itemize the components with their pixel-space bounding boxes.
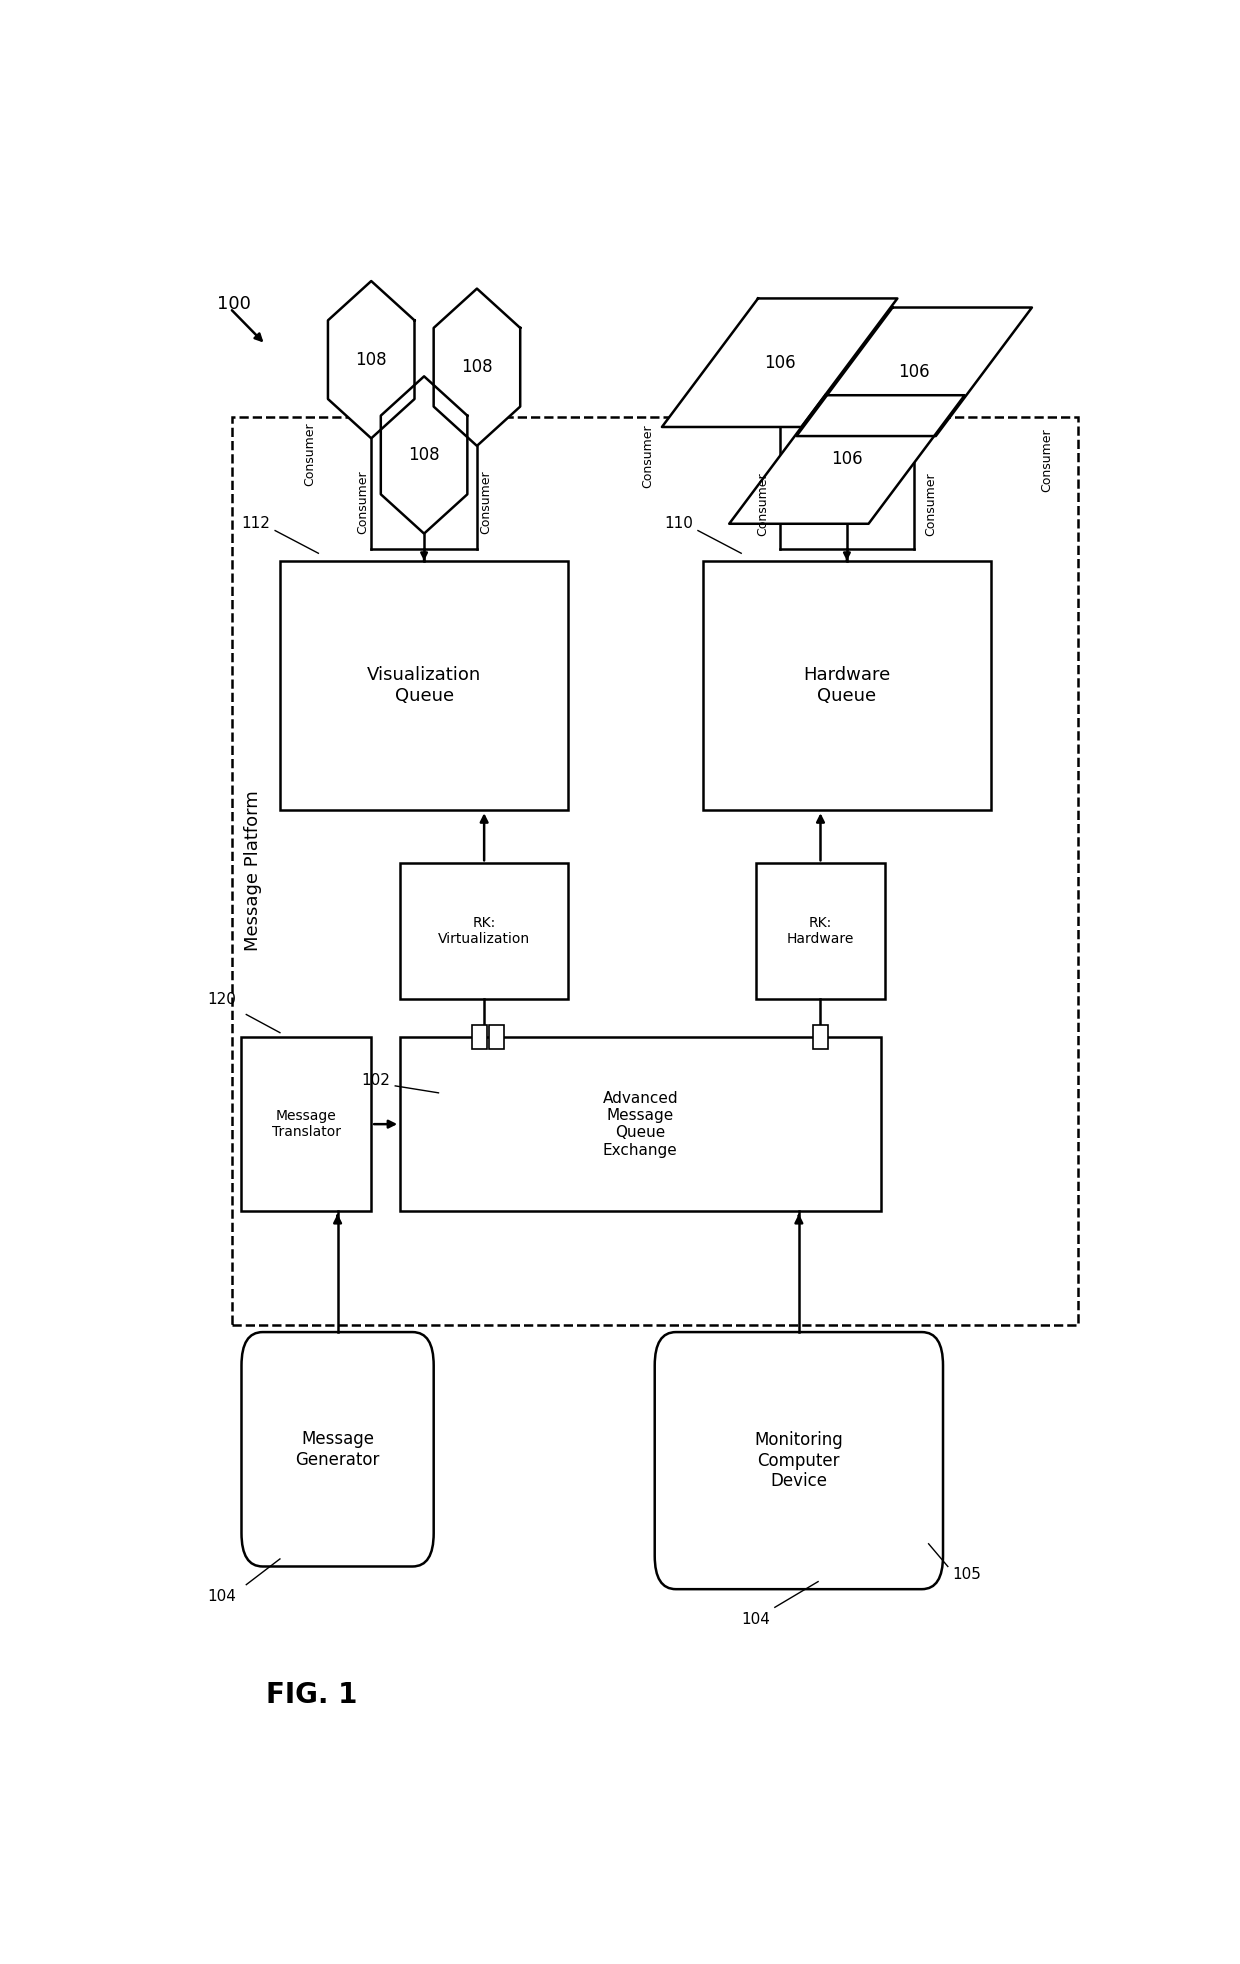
Text: 100: 100 [217, 295, 252, 312]
Text: Monitoring
Computer
Device: Monitoring Computer Device [754, 1432, 843, 1491]
Text: 108: 108 [356, 352, 387, 369]
Bar [280, 562, 568, 811]
Text: Consumer: Consumer [641, 424, 653, 487]
Text: 110: 110 [665, 515, 693, 530]
Text: 105: 105 [952, 1567, 982, 1581]
Text: 108: 108 [408, 446, 440, 464]
Bar [232, 416, 1078, 1324]
Bar [812, 1025, 828, 1049]
Text: 120: 120 [208, 992, 237, 1008]
Text: 102: 102 [362, 1072, 391, 1088]
Text: RK:
Virtualization: RK: Virtualization [438, 917, 531, 947]
Text: Message Platform: Message Platform [244, 790, 262, 951]
Text: Message
Generator: Message Generator [295, 1430, 379, 1469]
Text: Hardware
Queue: Hardware Queue [804, 666, 890, 705]
Polygon shape [796, 308, 1032, 436]
Text: RK:
Hardware: RK: Hardware [787, 917, 854, 947]
Text: Advanced
Message
Queue
Exchange: Advanced Message Queue Exchange [603, 1090, 678, 1157]
Text: 106: 106 [898, 363, 930, 381]
Bar [401, 1037, 880, 1212]
Text: Consumer: Consumer [925, 471, 937, 536]
FancyBboxPatch shape [242, 1332, 434, 1567]
Polygon shape [381, 377, 467, 534]
Polygon shape [327, 281, 414, 438]
Bar [755, 864, 885, 1000]
Polygon shape [729, 395, 965, 524]
Bar [242, 1037, 371, 1212]
Text: 104: 104 [742, 1612, 770, 1626]
Text: Consumer: Consumer [1040, 428, 1053, 493]
Polygon shape [434, 289, 521, 446]
Text: Message
Translator: Message Translator [272, 1110, 341, 1139]
Text: Consumer: Consumer [356, 469, 370, 534]
Bar [703, 562, 991, 811]
Text: FIG. 1: FIG. 1 [265, 1681, 357, 1709]
Bar [472, 1025, 487, 1049]
Text: Consumer: Consumer [304, 422, 316, 485]
Text: 106: 106 [764, 354, 796, 371]
Text: 104: 104 [208, 1589, 237, 1605]
Bar [401, 864, 568, 1000]
FancyBboxPatch shape [655, 1332, 944, 1589]
Text: 112: 112 [242, 515, 270, 530]
Polygon shape [662, 299, 898, 426]
Text: Consumer: Consumer [479, 469, 492, 534]
Text: 106: 106 [831, 450, 863, 469]
Bar [489, 1025, 505, 1049]
Text: Consumer: Consumer [756, 471, 769, 536]
Text: 108: 108 [461, 357, 492, 377]
Text: Visualization
Queue: Visualization Queue [367, 666, 481, 705]
